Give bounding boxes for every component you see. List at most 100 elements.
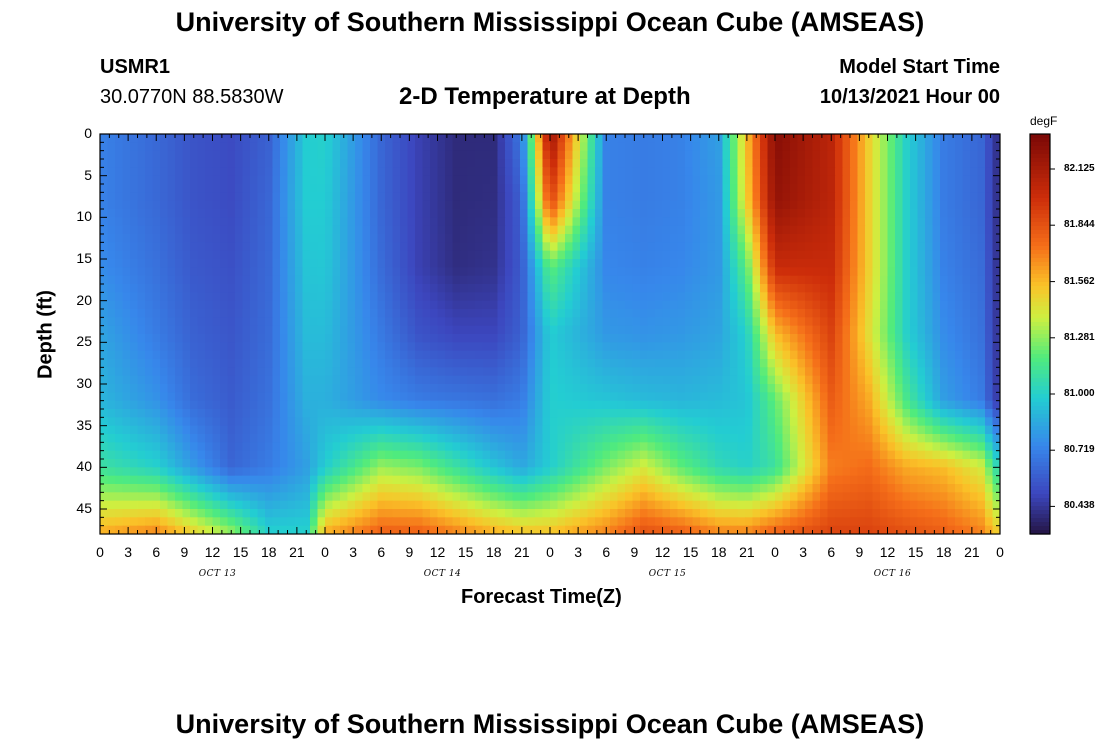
heatmap-cell [235, 434, 244, 443]
heatmap-cell [925, 142, 934, 152]
heatmap-cell [340, 159, 349, 168]
heatmap-cell [602, 209, 611, 218]
heatmap-cell [782, 225, 791, 235]
heatmap-cell [152, 292, 161, 302]
heatmap-cell [880, 150, 889, 160]
heatmap-cell [857, 334, 866, 343]
heatmap-cell [910, 434, 919, 443]
heatmap-cell [392, 217, 401, 227]
heatmap-cell [152, 267, 161, 277]
heatmap-cell [527, 275, 536, 285]
heatmap-cell [842, 225, 851, 235]
heatmap-cell [715, 192, 724, 202]
heatmap-cell [122, 342, 131, 352]
heatmap-cell [107, 342, 116, 352]
heatmap-cell [655, 234, 664, 243]
heatmap-cell [317, 400, 326, 410]
heatmap-cell [212, 317, 221, 327]
heatmap-cell [445, 200, 454, 210]
heatmap-cell [550, 234, 559, 243]
heatmap-cell [235, 192, 244, 202]
heatmap-cell [212, 450, 221, 460]
heatmap-cell [482, 275, 491, 285]
heatmap-cell [790, 300, 799, 310]
heatmap-cell [355, 359, 364, 368]
heatmap-cell [272, 259, 281, 268]
heatmap-cell [512, 259, 521, 268]
heatmap-cell [730, 259, 739, 268]
heatmap-cell [302, 267, 311, 277]
heatmap-cell [205, 392, 214, 402]
heatmap-cell [527, 459, 536, 468]
heatmap-cell [895, 334, 904, 343]
heatmap-cell [505, 167, 514, 177]
heatmap-cell [647, 334, 656, 343]
heatmap-cell [580, 325, 589, 335]
heatmap-cell [175, 159, 184, 168]
heatmap-cell [460, 200, 469, 210]
heatmap-cell [190, 409, 199, 418]
heatmap-cell [122, 134, 131, 143]
heatmap-cell [377, 292, 386, 302]
heatmap-cell [310, 225, 319, 235]
heatmap-cell [430, 259, 439, 268]
heatmap-cell [130, 459, 139, 468]
heatmap-cell [452, 334, 461, 343]
heatmap-cell [512, 409, 521, 418]
heatmap-cell [580, 384, 589, 393]
heatmap-cell [850, 342, 859, 352]
heatmap-cell [437, 367, 446, 377]
heatmap-cell [317, 284, 326, 293]
heatmap-cell [317, 167, 326, 177]
heatmap-cell [167, 425, 176, 435]
heatmap-cell [347, 467, 356, 477]
heatmap-cell [947, 217, 956, 227]
heatmap-cell [962, 250, 971, 260]
heatmap-cell [467, 242, 476, 252]
heatmap-cell [775, 267, 784, 277]
heatmap-cell [640, 259, 649, 268]
heatmap-cell [100, 159, 109, 168]
heatmap-cell [460, 150, 469, 160]
heatmap-cell [355, 409, 364, 418]
heatmap-cell [520, 259, 529, 268]
heatmap-cell [797, 359, 806, 368]
heatmap-cell [842, 417, 851, 427]
heatmap-cell [347, 359, 356, 368]
heatmap-cell [895, 159, 904, 168]
heatmap-cell [737, 459, 746, 468]
heatmap-cell [797, 409, 806, 418]
heatmap-cell [272, 350, 281, 360]
heatmap-cell [407, 242, 416, 252]
heatmap-cell [175, 442, 184, 452]
heatmap-cell [482, 375, 491, 385]
heatmap-cell [385, 134, 394, 143]
heatmap-cell [122, 459, 131, 468]
heatmap-cell [272, 342, 281, 352]
heatmap-cell [752, 150, 761, 160]
heatmap-cell [512, 200, 521, 210]
heatmap-cell [272, 309, 281, 318]
heatmap-cell [182, 309, 191, 318]
heatmap-cell [445, 417, 454, 427]
heatmap-cell [670, 167, 679, 177]
heatmap-cell [512, 317, 521, 327]
heatmap-cell [722, 359, 731, 368]
heatmap-cell [670, 450, 679, 460]
heatmap-cell [827, 234, 836, 243]
heatmap-cell [617, 159, 626, 168]
heatmap-cell [370, 400, 379, 410]
heatmap-cell [362, 275, 371, 285]
heatmap-cell [257, 134, 266, 143]
heatmap-cell [167, 459, 176, 468]
heatmap-cell [917, 292, 926, 302]
heatmap-cell [752, 217, 761, 227]
heatmap-cell [565, 242, 574, 252]
heatmap-cell [812, 217, 821, 227]
heatmap-cell [962, 342, 971, 352]
heatmap-cell [490, 325, 499, 335]
heatmap-cell [542, 217, 551, 227]
heatmap-cell [805, 359, 814, 368]
heatmap-cell [467, 267, 476, 277]
heatmap-cell [865, 267, 874, 277]
